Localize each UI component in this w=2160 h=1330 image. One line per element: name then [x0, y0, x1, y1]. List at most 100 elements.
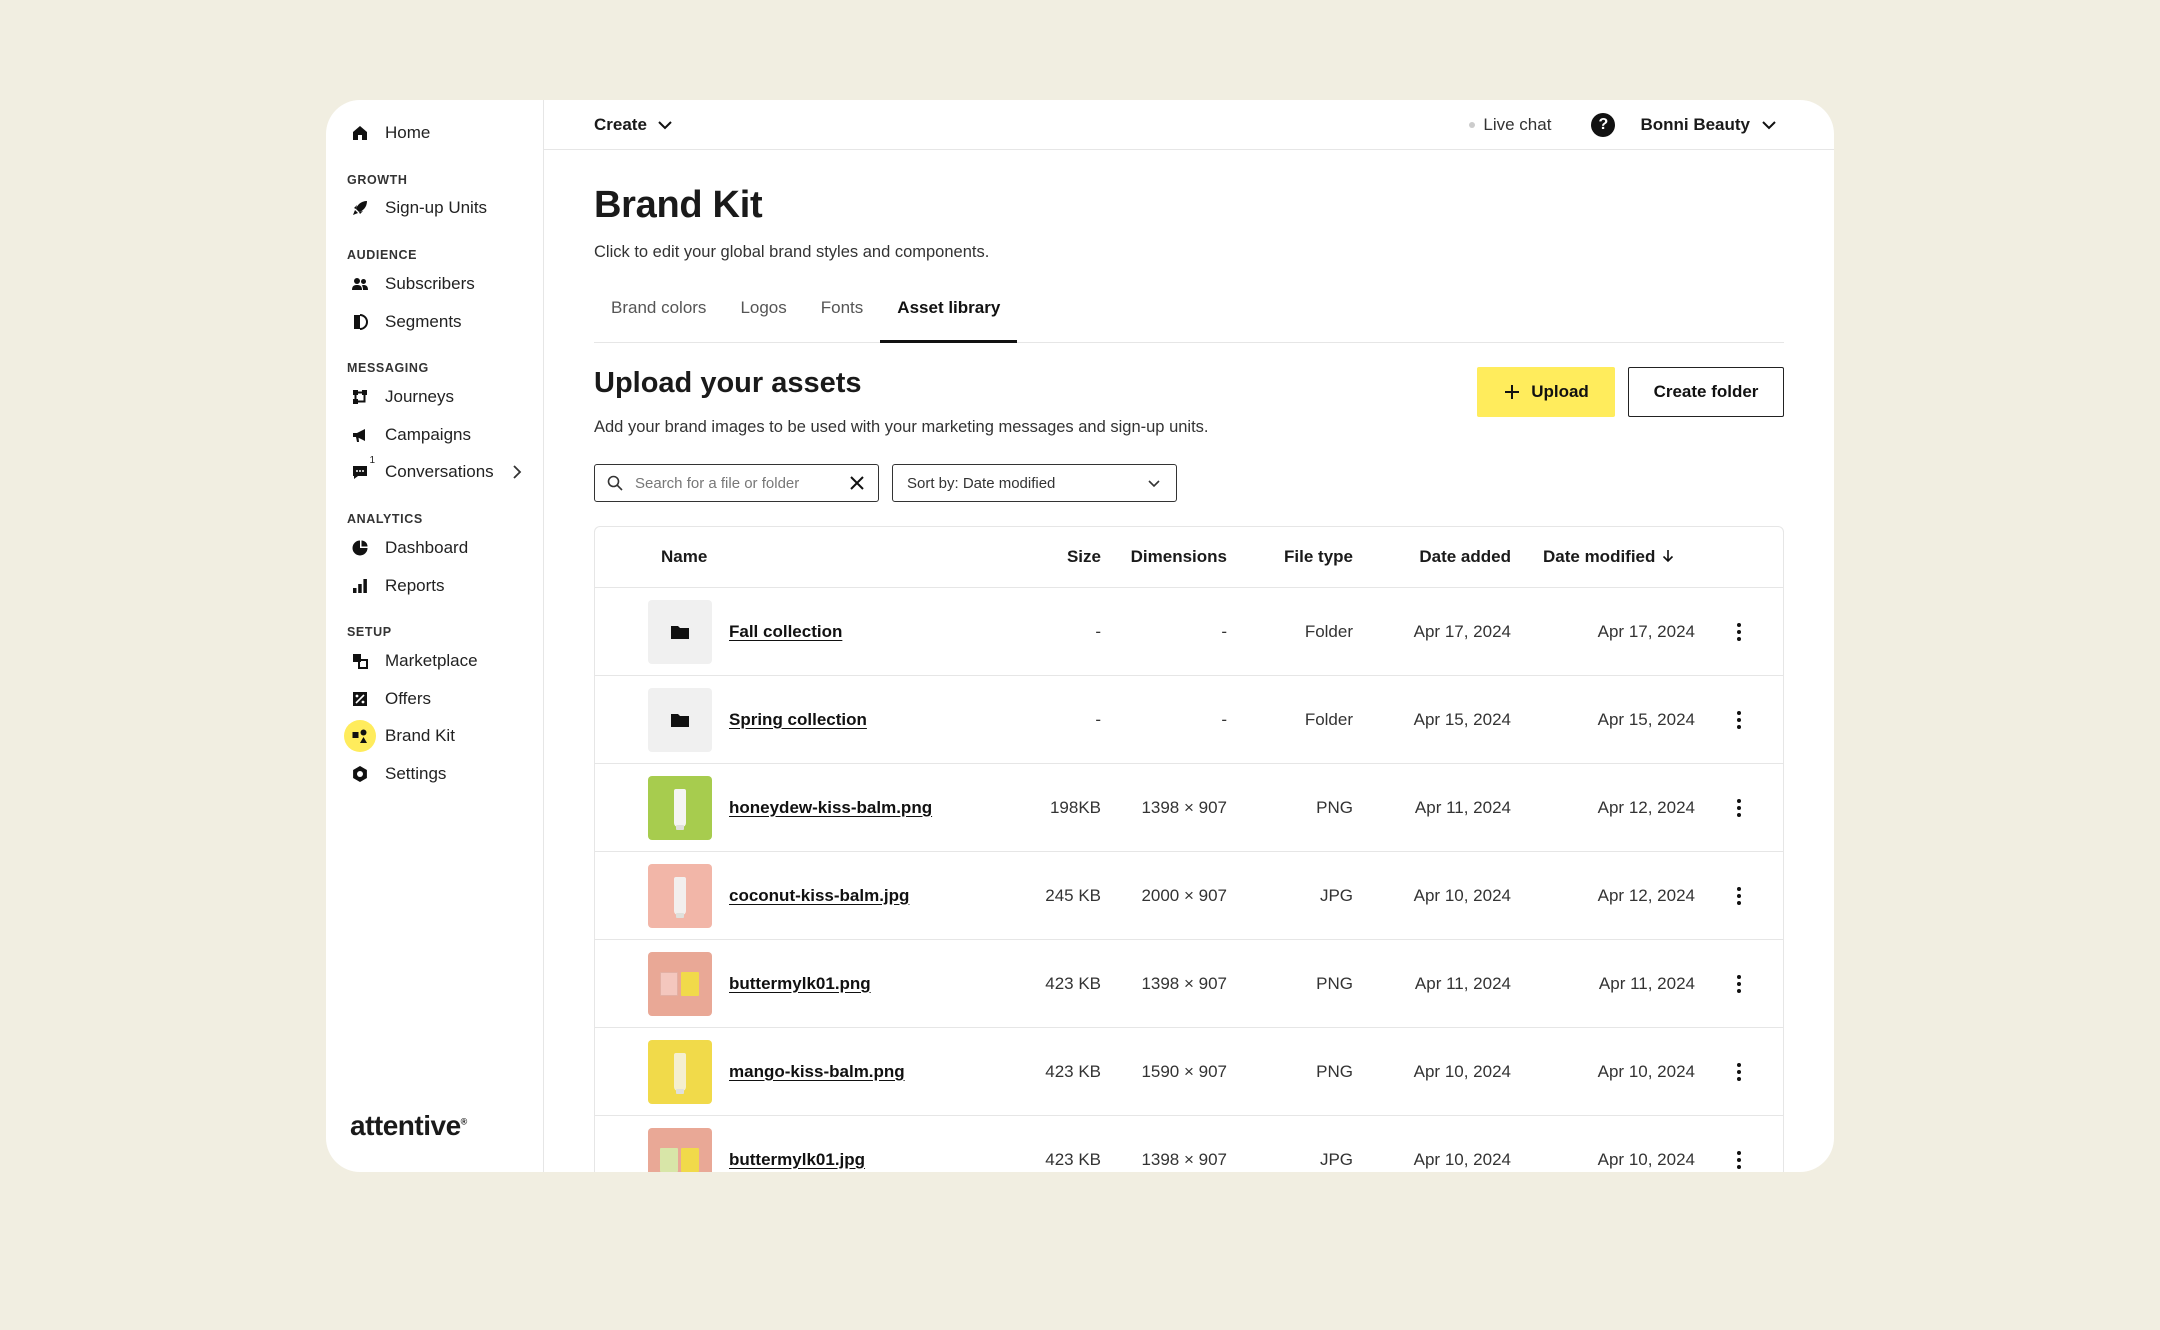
more-vertical-icon[interactable]: [1727, 972, 1751, 996]
file-type: Folder: [1304, 621, 1353, 641]
file-dimensions: 1398 × 907: [1141, 973, 1227, 993]
date-added: Apr 15, 2024: [1413, 709, 1511, 729]
table-row[interactable]: buttermylk01.jpg 423 KB 1398 × 907 JPG A…: [595, 1116, 1783, 1172]
sidebar-item-campaigns[interactable]: Campaigns: [326, 416, 543, 454]
file-type: JPG: [1319, 885, 1353, 905]
file-name-link[interactable]: buttermylk01.png: [729, 973, 871, 993]
date-added: Apr 10, 2024: [1413, 1149, 1511, 1169]
chevron-down-icon: [1762, 120, 1776, 129]
sidebar-item-marketplace[interactable]: Marketplace: [326, 642, 543, 680]
date-added: Apr 10, 2024: [1413, 1061, 1511, 1081]
file-size: 423 KB: [1045, 973, 1101, 993]
sidebar: Home GROWTH Sign-up Units AUDIENCE Subsc…: [326, 100, 544, 1172]
search-box: [594, 464, 879, 502]
table-row[interactable]: Spring collection - - Folder Apr 15, 202…: [595, 676, 1783, 764]
date-modified: Apr 12, 2024: [1597, 797, 1695, 817]
live-chat-button[interactable]: Live chat: [1469, 115, 1551, 135]
date-added: Apr 11, 2024: [1414, 973, 1511, 993]
file-dimensions: 1398 × 907: [1141, 1149, 1227, 1169]
column-dimensions[interactable]: Dimensions: [1130, 547, 1227, 566]
date-modified: Apr 11, 2024: [1598, 973, 1695, 993]
file-name-link[interactable]: Spring collection: [729, 709, 867, 729]
date-added: Apr 17, 2024: [1413, 621, 1511, 641]
gear-icon: [349, 763, 371, 785]
column-date-added[interactable]: Date added: [1419, 547, 1511, 566]
create-dropdown[interactable]: Create: [594, 115, 673, 135]
table-row[interactable]: Fall collection - - Folder Apr 17, 2024 …: [595, 588, 1783, 676]
file-dimensions: 1590 × 907: [1141, 1061, 1227, 1081]
table-row[interactable]: honeydew-kiss-balm.png 198KB 1398 × 907 …: [595, 764, 1783, 852]
file-name-link[interactable]: honeydew-kiss-balm.png: [729, 797, 933, 817]
sidebar-item-label: Journeys: [385, 387, 454, 407]
sidebar-item-signup-units[interactable]: Sign-up Units: [326, 190, 543, 228]
page-title: Brand Kit: [594, 184, 763, 226]
file-name-link[interactable]: mango-kiss-balm.png: [729, 1061, 905, 1081]
sidebar-item-reports[interactable]: Reports: [326, 567, 543, 605]
sidebar-item-label: Subscribers: [385, 273, 475, 293]
create-folder-button[interactable]: Create folder: [1628, 367, 1784, 417]
more-vertical-icon[interactable]: [1727, 1060, 1751, 1084]
help-icon[interactable]: ?: [1591, 112, 1616, 137]
file-dimensions: -: [1221, 621, 1227, 641]
account-dropdown[interactable]: Bonni Beauty: [1640, 115, 1778, 135]
marketplace-icon: [349, 650, 371, 672]
sidebar-item-segments[interactable]: Segments: [326, 303, 543, 341]
column-date-modified[interactable]: Date modified: [1527, 547, 1711, 567]
column-size[interactable]: Size: [1066, 547, 1101, 566]
search-input[interactable]: [635, 474, 848, 492]
percent-icon: [349, 688, 371, 710]
sidebar-item-settings[interactable]: Settings: [326, 755, 543, 793]
date-added: Apr 10, 2024: [1413, 885, 1511, 905]
search-icon: [607, 475, 623, 491]
sidebar-item-conversations[interactable]: 1 Conversations: [326, 454, 543, 492]
more-vertical-icon[interactable]: [1727, 708, 1751, 732]
more-vertical-icon[interactable]: [1727, 620, 1751, 644]
tab-logos[interactable]: Logos: [740, 298, 787, 317]
file-type: JPG: [1319, 1149, 1353, 1169]
arrow-down-icon: [1663, 550, 1674, 563]
file-name-link[interactable]: coconut-kiss-balm.jpg: [729, 885, 910, 905]
tab-asset-library[interactable]: Asset library: [880, 296, 1018, 343]
sidebar-item-dashboard[interactable]: Dashboard: [326, 529, 543, 567]
image-thumbnail: [648, 863, 712, 928]
file-dimensions: -: [1221, 709, 1227, 729]
sidebar-item-label: Brand Kit: [385, 726, 455, 746]
segments-icon: [349, 311, 371, 333]
sidebar-item-label: Settings: [385, 763, 447, 783]
more-vertical-icon[interactable]: [1727, 884, 1751, 908]
pie-chart-icon: [349, 537, 371, 559]
sidebar-item-home[interactable]: Home: [326, 114, 543, 152]
file-name-link[interactable]: Fall collection: [729, 621, 843, 641]
shapes-icon: [344, 720, 376, 753]
sidebar-item-label: Sign-up Units: [385, 198, 488, 218]
sidebar-item-offers[interactable]: Offers: [326, 680, 543, 718]
section-messaging: MESSAGING: [347, 361, 429, 376]
column-file-type[interactable]: File type: [1284, 547, 1353, 566]
file-name-link[interactable]: buttermylk01.jpg: [729, 1149, 866, 1169]
sidebar-item-subscribers[interactable]: Subscribers: [326, 265, 543, 303]
table-header: Name Size Dimensions File type Date adde…: [595, 527, 1783, 588]
sidebar-item-label: Conversations: [385, 462, 494, 482]
table-row[interactable]: mango-kiss-balm.png 423 KB 1590 × 907 PN…: [595, 1028, 1783, 1116]
sidebar-item-brand-kit[interactable]: Brand Kit: [326, 718, 543, 756]
folder-icon: [648, 687, 712, 752]
table-row[interactable]: buttermylk01.png 423 KB 1398 × 907 PNG A…: [595, 940, 1783, 1028]
asset-table: Name Size Dimensions File type Date adde…: [594, 526, 1784, 1172]
close-icon[interactable]: [848, 474, 866, 492]
file-dimensions: 1398 × 907: [1141, 797, 1227, 817]
chevron-right-icon: [513, 465, 522, 479]
column-name[interactable]: Name: [661, 547, 708, 566]
upload-button[interactable]: Upload: [1477, 367, 1615, 417]
journeys-icon: [349, 386, 371, 408]
tab-bar: Brand colors Logos Fonts Asset library: [594, 296, 1784, 343]
file-size: 423 KB: [1045, 1061, 1101, 1081]
tab-brand-colors[interactable]: Brand colors: [611, 298, 707, 317]
tab-fonts[interactable]: Fonts: [820, 298, 864, 317]
sort-select[interactable]: Sort by: Date modified: [892, 464, 1177, 502]
date-modified: Apr 10, 2024: [1597, 1061, 1695, 1081]
table-row[interactable]: coconut-kiss-balm.jpg 245 KB 2000 × 907 …: [595, 852, 1783, 940]
more-vertical-icon[interactable]: [1727, 1148, 1751, 1172]
sidebar-item-journeys[interactable]: Journeys: [326, 378, 543, 416]
sidebar-item-label: Dashboard: [385, 537, 469, 557]
more-vertical-icon[interactable]: [1727, 796, 1751, 820]
